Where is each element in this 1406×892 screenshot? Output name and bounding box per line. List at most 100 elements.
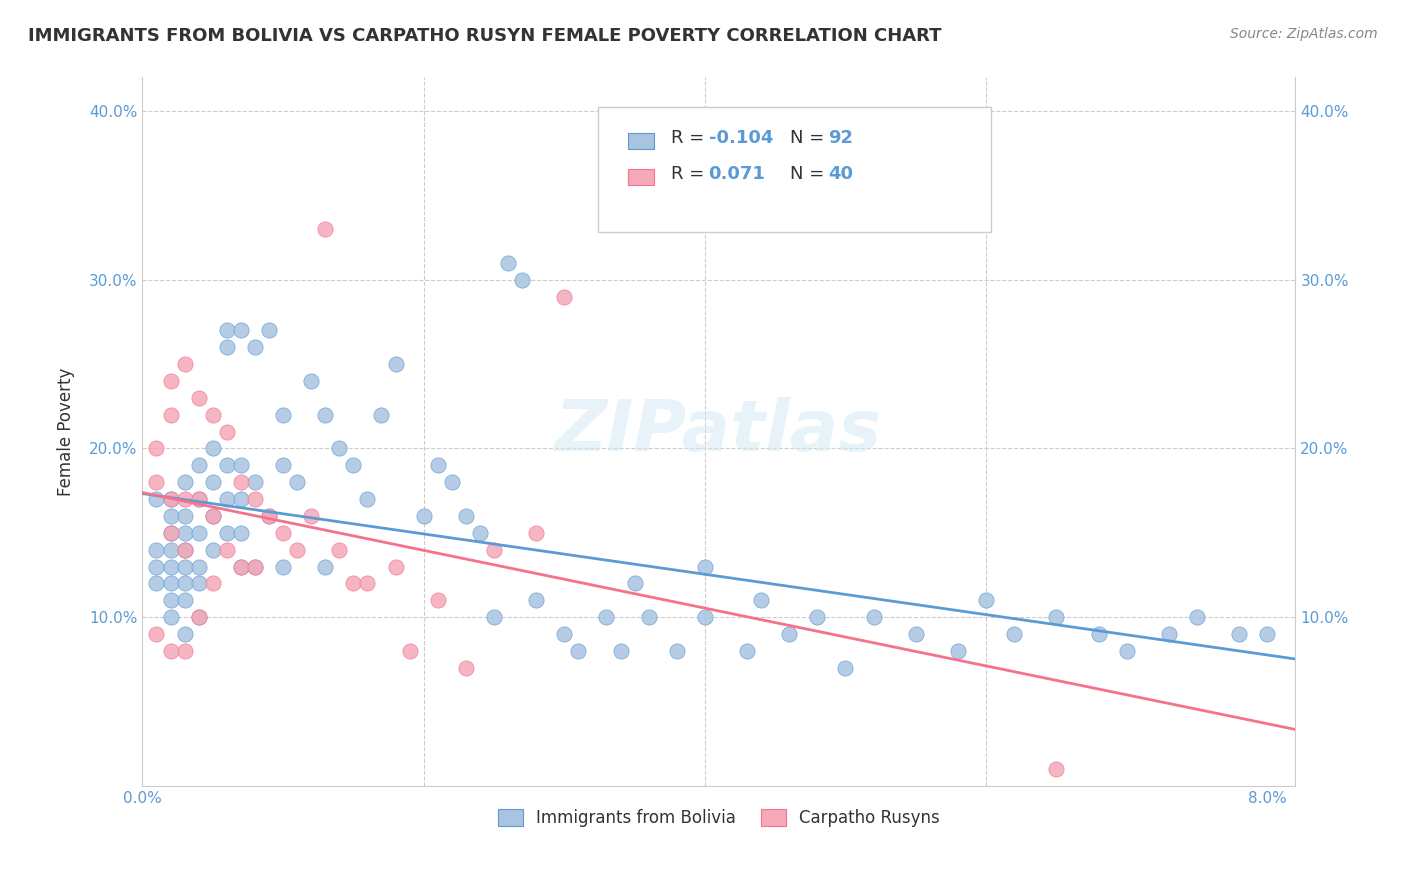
Point (524, 593, 547, 607)
Point (215, 425, 238, 439)
Point (187, 610, 209, 624)
Point (243, 559, 266, 574)
Point (159, 492, 181, 507)
Point (623, 576, 645, 591)
Point (187, 492, 209, 507)
Point (159, 508, 181, 523)
Point (454, 508, 477, 523)
Point (173, 593, 195, 607)
Point (145, 492, 167, 507)
Point (145, 475, 167, 490)
Point (243, 559, 266, 574)
Point (159, 644, 181, 658)
Point (201, 508, 224, 523)
Legend: Immigrants from Bolivia, Carpatho Rusyns: Immigrants from Bolivia, Carpatho Rusyns (491, 803, 946, 834)
Point (173, 492, 195, 507)
Point (159, 610, 181, 624)
Point (145, 542, 167, 557)
Point (159, 525, 181, 540)
Point (229, 492, 252, 507)
Point (159, 492, 181, 507)
Point (159, 525, 181, 540)
Point (384, 357, 406, 371)
Point (145, 627, 167, 641)
Text: IMMIGRANTS FROM BOLIVIA VS CARPATHO RUSYN FEMALE POVERTY CORRELATION CHART: IMMIGRANTS FROM BOLIVIA VS CARPATHO RUSY… (28, 27, 942, 45)
Point (285, 475, 308, 490)
Point (173, 508, 195, 523)
Point (173, 525, 195, 540)
Point (553, 627, 575, 641)
Point (749, 593, 772, 607)
Point (426, 593, 449, 607)
Text: R =: R = (671, 129, 710, 147)
Text: ZIPatlas: ZIPatlas (555, 397, 883, 467)
Point (173, 644, 195, 658)
Point (201, 408, 224, 422)
Point (665, 644, 688, 658)
Point (159, 593, 181, 607)
Point (173, 559, 195, 574)
Text: R =: R = (671, 165, 716, 183)
Point (1002, 627, 1025, 641)
Point (398, 644, 420, 658)
Point (524, 525, 547, 540)
Point (299, 508, 322, 523)
Point (356, 576, 378, 591)
Point (693, 610, 716, 624)
Point (468, 525, 491, 540)
Point (187, 576, 209, 591)
Point (637, 610, 659, 624)
Point (904, 627, 927, 641)
Point (328, 442, 350, 456)
Point (974, 593, 997, 607)
Point (173, 357, 195, 371)
Point (412, 508, 434, 523)
Point (159, 559, 181, 574)
Y-axis label: Female Poverty: Female Poverty (58, 368, 75, 496)
Point (187, 559, 209, 574)
Point (1185, 610, 1208, 624)
Point (187, 492, 209, 507)
Point (384, 559, 406, 574)
Point (201, 442, 224, 456)
Point (187, 610, 209, 624)
Point (229, 525, 252, 540)
Point (215, 340, 238, 354)
Text: Source: ZipAtlas.com: Source: ZipAtlas.com (1230, 27, 1378, 41)
Point (201, 542, 224, 557)
Point (201, 508, 224, 523)
Point (1045, 610, 1067, 624)
Text: -0.104: -0.104 (709, 129, 773, 147)
Point (510, 273, 533, 287)
Point (215, 525, 238, 540)
Point (215, 542, 238, 557)
Point (243, 492, 266, 507)
Point (229, 323, 252, 337)
Point (328, 542, 350, 557)
Point (159, 576, 181, 591)
Point (215, 458, 238, 473)
Text: 0.071: 0.071 (709, 165, 765, 183)
Point (215, 323, 238, 337)
Point (1227, 627, 1250, 641)
Point (257, 508, 280, 523)
Point (201, 576, 224, 591)
Point (496, 256, 519, 270)
Point (370, 408, 392, 422)
Point (342, 458, 364, 473)
Point (356, 492, 378, 507)
Point (271, 458, 294, 473)
Point (778, 627, 800, 641)
Point (567, 644, 589, 658)
Point (145, 559, 167, 574)
Point (257, 323, 280, 337)
Point (173, 542, 195, 557)
Point (440, 475, 463, 490)
Point (735, 644, 758, 658)
Point (1157, 627, 1180, 641)
Point (271, 525, 294, 540)
Point (482, 610, 505, 624)
Point (1045, 762, 1067, 776)
Point (314, 222, 336, 236)
Point (229, 475, 252, 490)
